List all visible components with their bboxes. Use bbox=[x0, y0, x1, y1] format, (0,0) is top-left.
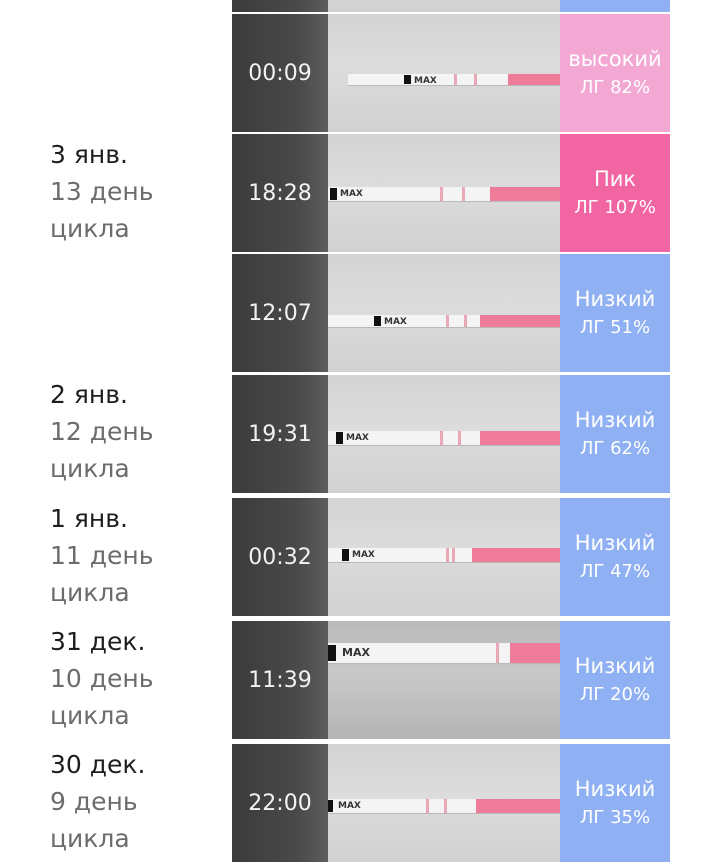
test-time bbox=[232, 0, 328, 12]
test-row[interactable]: 00:32 MAX Низкий ЛГ 47% bbox=[232, 498, 670, 616]
test-row[interactable]: 12:07 MAX Низкий ЛГ 51% bbox=[232, 254, 670, 372]
day-date: 2 янв. bbox=[50, 380, 128, 409]
cycle-day: 12 день цикла bbox=[50, 417, 154, 483]
lh-level: высокий bbox=[568, 47, 662, 71]
cycle-day: 11 день цикла bbox=[50, 541, 154, 607]
test-strip-photo: MAX bbox=[328, 14, 560, 132]
test-row[interactable]: 19:31 MAX Низкий ЛГ 62% bbox=[232, 375, 670, 493]
test-time: 22:00 bbox=[232, 744, 328, 862]
result-badge: Низкий ЛГ 62% bbox=[560, 375, 670, 493]
lh-percent: ЛГ 47% bbox=[579, 561, 651, 582]
lh-percent: ЛГ 62% bbox=[579, 438, 651, 459]
lh-percent: ЛГ 107% bbox=[574, 197, 656, 218]
test-time: 12:07 bbox=[232, 254, 328, 372]
test-time: 18:28 bbox=[232, 134, 328, 252]
test-row[interactable]: 11:39 MAX Низкий ЛГ 20% bbox=[232, 621, 670, 739]
result-badge: высокий ЛГ 82% bbox=[560, 14, 670, 132]
day-date: 31 дек. bbox=[50, 627, 146, 656]
strip: MAX bbox=[328, 187, 560, 201]
lh-level: Низкий bbox=[574, 777, 656, 801]
test-row[interactable]: 22:00 MAX Низкий ЛГ 35% bbox=[232, 744, 670, 862]
test-row[interactable]: 00:09 MAX высокий ЛГ 82% bbox=[232, 14, 670, 132]
test-strip-photo: MAX bbox=[328, 134, 560, 252]
lh-level: Пик bbox=[593, 167, 637, 191]
strip: MAX bbox=[348, 74, 560, 86]
day-label: 3 янв. 13 день цикла bbox=[50, 136, 180, 247]
test-time: 19:31 bbox=[232, 375, 328, 493]
lh-percent: ЛГ 51% bbox=[579, 317, 651, 338]
lh-percent: ЛГ 35% bbox=[579, 807, 651, 828]
day-date: 3 янв. bbox=[50, 140, 128, 169]
cycle-day: 10 день цикла bbox=[50, 664, 154, 730]
lh-level: Низкий bbox=[574, 408, 656, 432]
test-strip-photo bbox=[328, 0, 560, 12]
day-date: 1 янв. bbox=[50, 504, 128, 533]
strip: MAX bbox=[328, 799, 560, 813]
cycle-day: 13 день цикла bbox=[50, 177, 154, 243]
strip: MAX bbox=[328, 315, 560, 327]
day-label: 1 янв. 11 день цикла bbox=[50, 500, 180, 611]
result-badge: Низкий ЛГ 47% bbox=[560, 498, 670, 616]
strip: MAX bbox=[328, 548, 560, 562]
test-strip-photo: MAX bbox=[328, 498, 560, 616]
day-date: 30 дек. bbox=[50, 750, 146, 779]
test-strip-photo: MAX bbox=[328, 375, 560, 493]
lh-percent: ЛГ 82% bbox=[579, 77, 651, 98]
result-badge: Низкий ЛГ 35% bbox=[560, 744, 670, 862]
cycle-day: 9 день цикла bbox=[50, 787, 138, 853]
day-label: 2 янв. 12 день цикла bbox=[50, 376, 180, 487]
lh-level: Низкий bbox=[574, 654, 656, 678]
result-badge bbox=[560, 0, 670, 12]
lh-percent: ЛГ 20% bbox=[579, 684, 651, 705]
test-strip-photo: MAX bbox=[328, 254, 560, 372]
result-badge: Низкий ЛГ 20% bbox=[560, 621, 670, 739]
result-badge: Низкий ЛГ 51% bbox=[560, 254, 670, 372]
test-strip-photo: MAX bbox=[328, 744, 560, 862]
test-time: 00:09 bbox=[232, 14, 328, 132]
lh-level: Низкий bbox=[574, 531, 656, 555]
day-label: 30 дек. 9 день цикла bbox=[50, 746, 180, 857]
strip: MAX bbox=[328, 431, 560, 445]
test-strip-photo: MAX bbox=[328, 621, 560, 739]
test-time: 00:32 bbox=[232, 498, 328, 616]
day-label: 31 дек. 10 день цикла bbox=[50, 623, 180, 734]
lh-level: Низкий bbox=[574, 287, 656, 311]
strip: MAX bbox=[328, 643, 560, 663]
result-badge: Пик ЛГ 107% bbox=[560, 134, 670, 252]
test-row-partial[interactable] bbox=[232, 0, 670, 12]
test-row[interactable]: 18:28 MAX Пик ЛГ 107% bbox=[232, 134, 670, 252]
test-time: 11:39 bbox=[232, 621, 328, 739]
